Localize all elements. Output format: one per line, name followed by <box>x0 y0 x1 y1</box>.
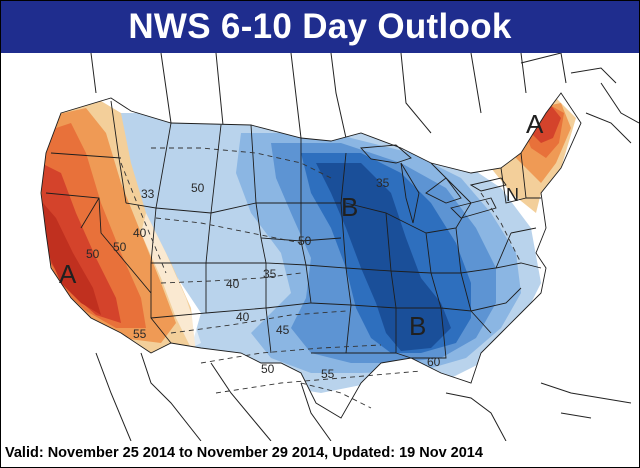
contour-label: 60 <box>427 355 441 369</box>
contour-label: 55 <box>133 327 147 341</box>
contour-label: 50 <box>298 234 312 248</box>
contour-label: 35 <box>376 176 390 190</box>
contour-label: 33 <box>141 187 155 201</box>
valid-dates-footer: Valid: November 25 2014 to November 29 2… <box>5 445 483 461</box>
contour-labels: A A B B N 50 50 40 55 33 50 50 40 35 40 … <box>59 109 544 381</box>
contour-lines <box>120 147 522 409</box>
state-boundaries <box>40 92 582 419</box>
contour-label: 55 <box>321 367 335 381</box>
contour-label: 40 <box>133 226 147 240</box>
label-below-north: B <box>341 192 358 222</box>
contour-label: 50 <box>86 247 100 261</box>
contour-label: 50 <box>113 240 127 254</box>
contour-label: 40 <box>226 277 240 291</box>
label-near-normal: N <box>506 185 519 205</box>
page-title: NWS 6-10 Day Outlook <box>1 1 639 53</box>
outlook-map: A A B B N 50 50 40 55 33 50 50 40 35 40 … <box>1 53 639 441</box>
contour-label: 35 <box>263 267 277 281</box>
outlook-shading <box>41 93 576 393</box>
label-below-south: B <box>409 311 426 341</box>
contour-label: 40 <box>236 310 250 324</box>
contour-label: 50 <box>261 362 275 376</box>
label-above-west: A <box>59 259 77 289</box>
contour-label: 45 <box>276 323 290 337</box>
contour-label: 50 <box>191 181 205 195</box>
label-above-east: A <box>526 109 544 139</box>
near-normal-strip <box>141 213 201 348</box>
